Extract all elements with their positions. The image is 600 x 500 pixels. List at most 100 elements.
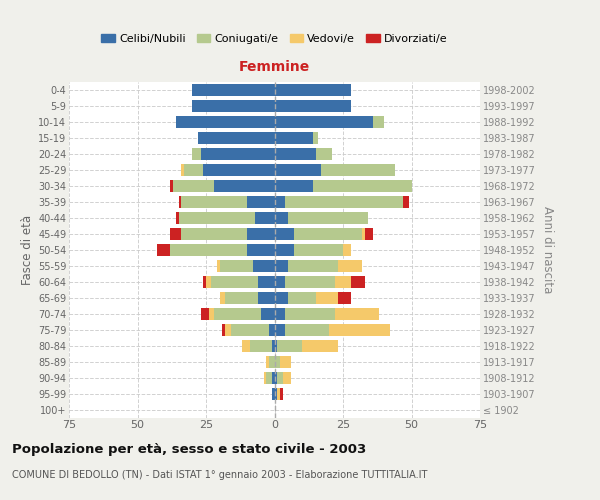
Bar [173,180,214,192]
Bar [198,132,275,144]
Y-axis label: Fasce di età: Fasce di età [20,215,34,285]
Bar [275,212,288,224]
Bar [217,260,220,272]
Bar [193,84,275,96]
Bar [403,196,409,208]
Bar [181,164,184,176]
Bar [277,388,280,400]
Bar [256,212,275,224]
Bar [286,196,403,208]
Bar [313,180,412,192]
Bar [220,260,253,272]
Bar [225,292,258,304]
Bar [269,324,275,336]
Bar [170,244,247,256]
Bar [288,212,368,224]
Bar [179,212,256,224]
Bar [313,132,319,144]
Bar [343,244,351,256]
Bar [214,180,275,192]
Bar [261,308,275,320]
Bar [277,372,283,384]
Bar [275,180,313,192]
Bar [223,324,225,336]
Bar [225,324,230,336]
Y-axis label: Anni di nascita: Anni di nascita [541,206,554,294]
Bar [286,324,329,336]
Bar [275,164,321,176]
Bar [275,228,293,240]
Bar [247,244,275,256]
Bar [263,372,266,384]
Bar [275,148,316,160]
Bar [286,276,335,288]
Bar [247,196,275,208]
Bar [275,356,280,368]
Bar [329,324,389,336]
Bar [362,228,365,240]
Bar [184,164,203,176]
Bar [269,356,275,368]
Bar [258,276,275,288]
Bar [275,292,288,304]
Bar [211,276,258,288]
Bar [275,196,286,208]
Bar [280,388,283,400]
Bar [250,340,272,351]
Bar [272,388,275,400]
Bar [283,372,291,384]
Bar [275,324,286,336]
Bar [335,276,351,288]
Bar [157,244,170,256]
Bar [293,244,343,256]
Bar [293,228,362,240]
Bar [338,292,351,304]
Bar [316,148,332,160]
Bar [275,340,277,351]
Bar [170,228,181,240]
Bar [365,228,373,240]
Bar [275,132,313,144]
Bar [247,228,275,240]
Bar [220,292,225,304]
Bar [288,292,316,304]
Bar [266,356,269,368]
Bar [275,372,277,384]
Bar [206,276,211,288]
Bar [288,260,338,272]
Legend: Celibi/Nubili, Coniugati/e, Vedovi/e, Divorziati/e: Celibi/Nubili, Coniugati/e, Vedovi/e, Di… [97,30,452,48]
Text: Femmine: Femmine [239,60,310,74]
Bar [302,340,338,351]
Bar [277,340,302,351]
Bar [272,340,275,351]
Bar [253,260,275,272]
Bar [275,308,286,320]
Bar [321,164,395,176]
Bar [242,340,250,351]
Bar [272,372,275,384]
Bar [275,244,293,256]
Bar [170,180,173,192]
Bar [275,100,351,112]
Bar [181,196,247,208]
Bar [335,308,379,320]
Bar [209,308,214,320]
Bar [192,148,200,160]
Bar [275,276,286,288]
Bar [203,276,206,288]
Bar [266,372,272,384]
Bar [193,100,275,112]
Bar [179,196,181,208]
Bar [176,212,179,224]
Text: COMUNE DI BEDOLLO (TN) - Dati ISTAT 1° gennaio 2003 - Elaborazione TUTTITALIA.IT: COMUNE DI BEDOLLO (TN) - Dati ISTAT 1° g… [12,470,427,480]
Bar [275,260,288,272]
Bar [316,292,338,304]
Bar [275,116,373,128]
Bar [181,228,247,240]
Bar [258,292,275,304]
Bar [351,276,365,288]
Bar [176,116,275,128]
Bar [230,324,269,336]
Bar [338,260,362,272]
Bar [214,308,261,320]
